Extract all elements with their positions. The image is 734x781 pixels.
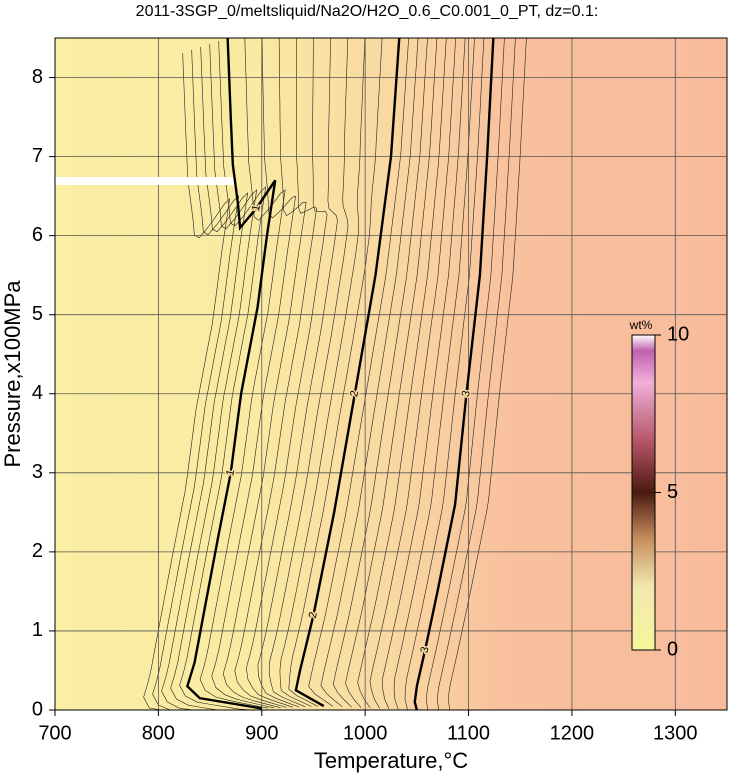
contour-line (185, 38, 277, 710)
minor-contour (345, 38, 438, 708)
y-tick-label: 6 (32, 224, 43, 246)
y-tick-label: 5 (32, 303, 43, 325)
y-tick-label: 7 (32, 145, 43, 167)
minor-contour (381, 38, 466, 709)
x-tick-label: 1100 (447, 722, 490, 744)
minor-contour (369, 38, 456, 709)
minor-contour (357, 38, 447, 709)
minor-contour (245, 38, 328, 708)
major-contours: 1 1 2 2 3 3 (185, 38, 495, 710)
x-tick-label: 700 (38, 722, 71, 744)
minor-contour (288, 38, 383, 707)
colorbar (631, 334, 656, 651)
minor-contour (425, 38, 505, 710)
y-tick-label: 0 (32, 698, 43, 720)
axes: 700 800 900 1000 1100 1200 1300 0 1 2 3 4 5 6 7 8 0 5 10 (32, 66, 698, 744)
minor-contours (143, 38, 527, 710)
x-tick-label: 1000 (343, 722, 388, 744)
contour-line (294, 38, 401, 708)
minor-contour (211, 38, 296, 709)
minor-contour (161, 46, 249, 710)
y-tick-label: 4 (32, 382, 43, 404)
contour-label: 3 (419, 646, 432, 654)
contour-label: 2 (348, 390, 361, 398)
minor-contour (234, 38, 317, 708)
colorbar-tick-label: 0 (667, 638, 678, 660)
minor-contour (199, 38, 286, 709)
colorbar-tick-label: 10 (667, 323, 689, 345)
minor-contour (279, 38, 366, 707)
contour-label: 1 (250, 204, 263, 212)
minor-contour (257, 38, 338, 708)
minor-contour (404, 38, 485, 710)
colorbar-tick-label: 5 (667, 481, 678, 503)
chart-title: 2011-3SGP_0/meltsliquid/Na2O/H2O_0.6_C0.… (136, 3, 599, 20)
minor-contour (332, 38, 428, 708)
minor-contour (436, 38, 516, 710)
x-tick-label: 800 (142, 722, 175, 744)
contour-label: 1 (224, 469, 237, 477)
y-tick-label: 1 (32, 619, 43, 641)
contour-label: 3 (460, 390, 473, 398)
minor-contour (222, 38, 307, 708)
minor-contour (268, 38, 349, 708)
y-tick-label: 8 (32, 66, 43, 88)
y-axis-label: Pressure,x100MPa (0, 280, 25, 468)
x-tick-label: 1200 (550, 722, 595, 744)
minor-contour (152, 49, 240, 710)
minor-contour (143, 52, 231, 710)
x-tick-label: 1300 (653, 722, 698, 744)
x-axis-label: Temperature,°C (314, 748, 468, 773)
minor-contour (308, 38, 409, 707)
x-tick-label: 900 (245, 722, 278, 744)
plot-background (55, 38, 727, 710)
minor-contour (320, 38, 419, 708)
plot-frame (54, 37, 728, 711)
contour-label: 2 (307, 611, 320, 619)
colorbar-label: wt% (629, 318, 653, 332)
contour-line (413, 38, 495, 710)
y-tick-label: 3 (32, 461, 43, 483)
y-tick-label: 2 (32, 540, 43, 562)
blank-band (55, 177, 235, 185)
